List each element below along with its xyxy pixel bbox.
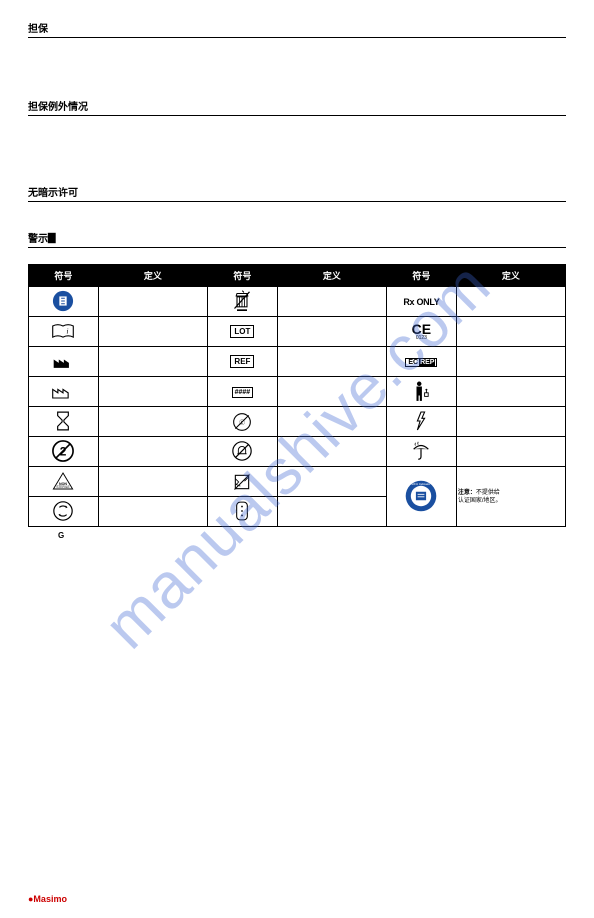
- th-def-1: 定义: [98, 265, 207, 287]
- th-def-2: 定义: [277, 265, 386, 287]
- table-row: REF ECREP: [29, 347, 566, 377]
- manufacturer-icon: [29, 347, 99, 377]
- svg-text:STERILE: STERILE: [57, 485, 70, 489]
- ref-icon: REF: [207, 347, 277, 377]
- weee-icon: [207, 287, 277, 317]
- not-natural-latex-icon: Ⓛ: [207, 407, 277, 437]
- patient-size-icon: [386, 377, 456, 407]
- recycle-icon: [29, 497, 99, 527]
- defibrillation-proof-icon: [386, 407, 456, 437]
- device-icon: [207, 497, 277, 527]
- lot-icon: LOT: [207, 317, 277, 347]
- svg-text:eIFU Indicator: eIFU Indicator: [412, 481, 431, 485]
- table-row: NONSTERILE eIFU Indicator 注意：不提供给 认证国家/地…: [29, 467, 566, 497]
- do-not-reuse-icon: 2: [29, 437, 99, 467]
- ec-rep-icon: ECREP: [386, 347, 456, 377]
- ce-mark-icon: CE0123: [386, 317, 456, 347]
- th-symbol-2: 符号: [207, 265, 277, 287]
- symbols-table: 符号 定义 符号 定义 符号 定义 Rx ONLY i LO: [28, 264, 566, 527]
- broken-package-icon: [207, 467, 277, 497]
- table-row: i LOT CE0123: [29, 317, 566, 347]
- follow-ifu-icon: [29, 287, 99, 317]
- non-sterile-icon: NONSTERILE: [29, 467, 99, 497]
- table-row: Ⓛ: [29, 407, 566, 437]
- warranty-heading: 担保: [28, 20, 566, 38]
- footer-brand: ●Masimo: [28, 894, 67, 904]
- mfg-date-icon: [29, 377, 99, 407]
- table-row: ####: [29, 377, 566, 407]
- below-table-marker: G: [58, 531, 566, 540]
- table-row: 2: [29, 437, 566, 467]
- th-symbol-1: 符号: [29, 265, 99, 287]
- eifu-note-cell: 注意：不提供给 认证国家/地区。: [456, 467, 565, 527]
- use-by-icon: [29, 407, 99, 437]
- no-alarm-icon: [207, 437, 277, 467]
- keep-dry-icon: [386, 437, 456, 467]
- warning-heading: 警示▊: [28, 230, 566, 248]
- svg-text:i: i: [67, 326, 69, 335]
- consult-ifu-icon: i: [29, 317, 99, 347]
- table-row: Rx ONLY: [29, 287, 566, 317]
- exclusions-heading: 担保例外情况: [28, 98, 566, 116]
- th-symbol-3: 符号: [386, 265, 456, 287]
- rx-only-icon: Rx ONLY: [386, 287, 456, 317]
- hash-icon: ####: [207, 377, 277, 407]
- no-implied-heading: 无暗示许可: [28, 184, 566, 202]
- eifu-indicator-icon: eIFU Indicator: [386, 467, 456, 527]
- th-def-3: 定义: [456, 265, 565, 287]
